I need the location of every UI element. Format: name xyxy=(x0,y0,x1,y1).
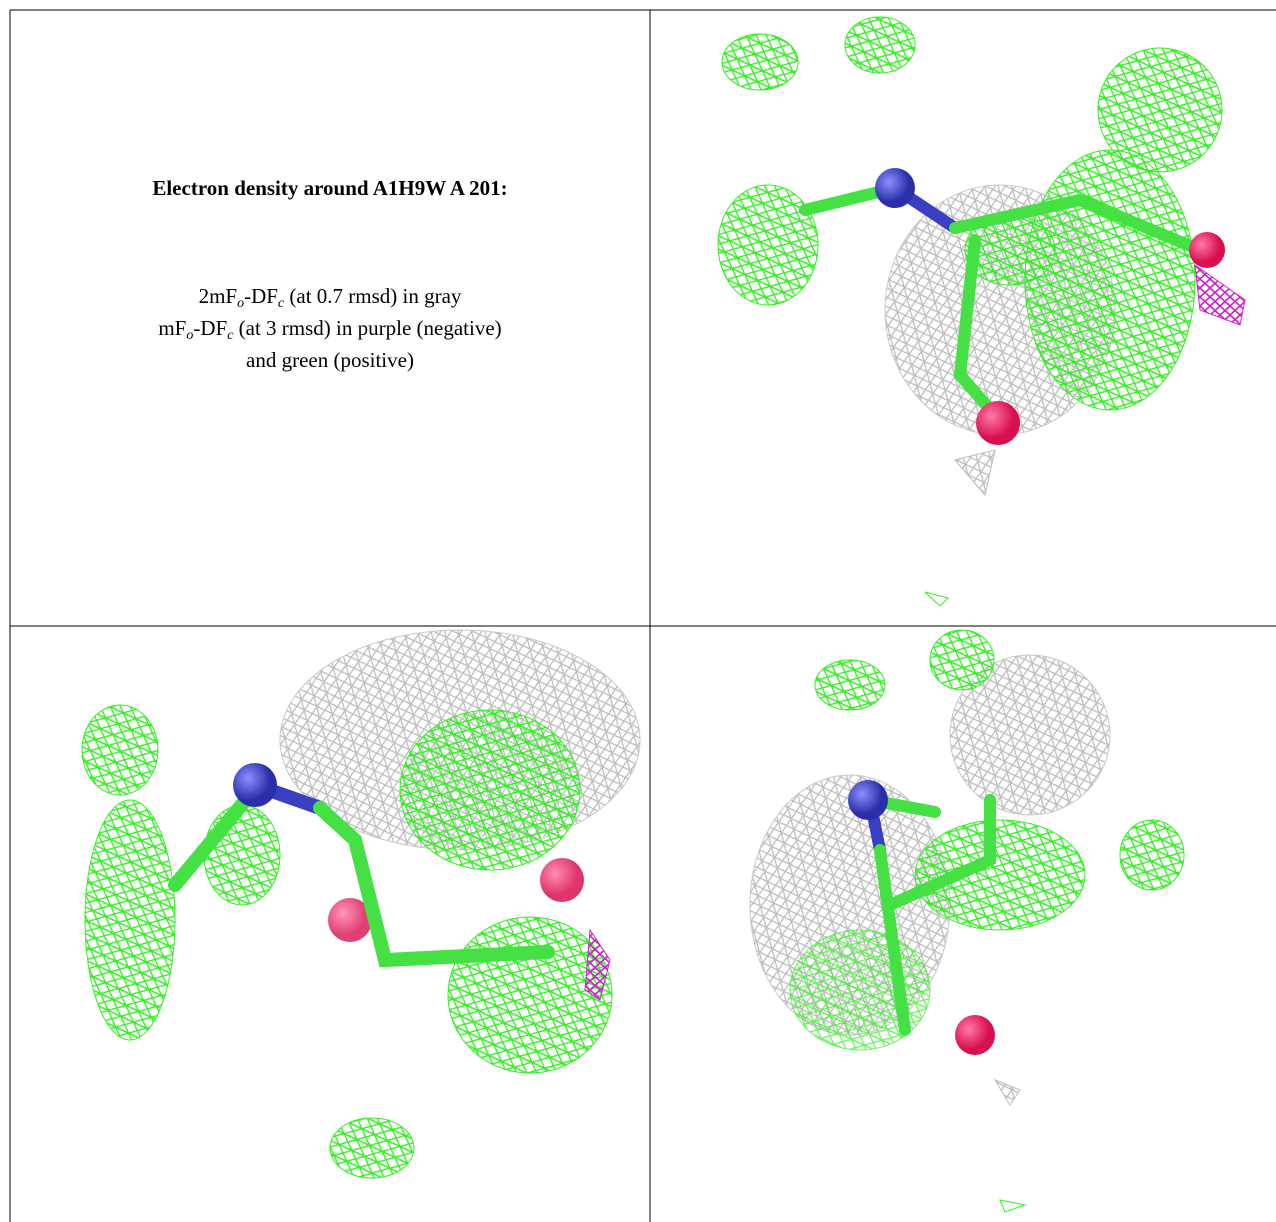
density-view-2 xyxy=(81,629,641,1179)
table-borders xyxy=(9,9,1276,1222)
caption-title: Electron density around A1H9W A 201: xyxy=(152,176,508,200)
legend-text: -DF xyxy=(193,316,228,340)
density-view-3 xyxy=(749,629,1185,1213)
legend-subscript: o xyxy=(237,296,245,311)
legend-line: mFo-DFc (at 3 rmsd) in purple (negative) xyxy=(10,312,650,352)
legend-subscript: o xyxy=(186,328,194,343)
legend-text: 2mF xyxy=(198,284,238,308)
legend-text: -DF xyxy=(244,284,278,308)
legend-subscript: c xyxy=(277,296,285,311)
legend-line: 2mFo-DFc (at 0.7 rmsd) in gray xyxy=(10,280,650,320)
legend-text: (at 3 rmsd) in purple (negative) xyxy=(233,316,502,340)
legend-text: and green (positive) xyxy=(246,348,414,372)
legend-text: mF xyxy=(158,316,187,340)
legend-subscript: c xyxy=(227,328,234,343)
legend-line: and green (positive) xyxy=(10,344,650,376)
density-view-1 xyxy=(717,16,1246,607)
legend-text: (at 0.7 rmsd) in gray xyxy=(284,284,462,308)
